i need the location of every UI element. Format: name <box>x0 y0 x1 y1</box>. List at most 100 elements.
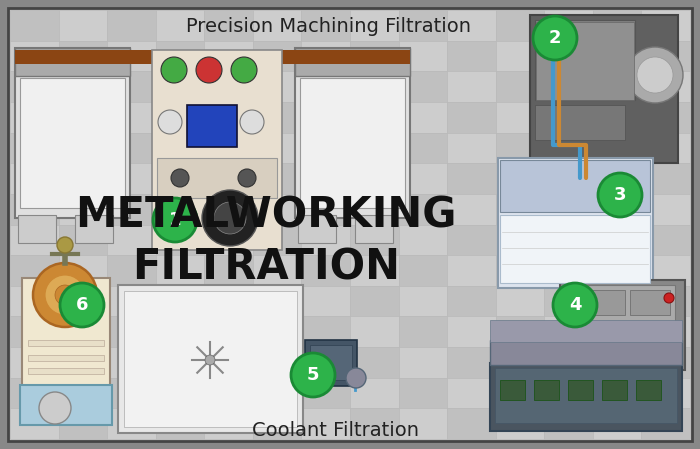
Bar <box>350 194 398 224</box>
Bar <box>593 255 641 286</box>
Text: METALWORKING: METALWORKING <box>76 194 456 236</box>
Bar <box>560 280 685 370</box>
Circle shape <box>533 16 577 60</box>
Bar <box>535 20 635 100</box>
Bar <box>447 102 496 132</box>
Circle shape <box>202 190 258 246</box>
Bar <box>447 224 496 255</box>
Bar <box>155 10 204 41</box>
Bar <box>593 41 641 71</box>
Circle shape <box>39 392 71 424</box>
Bar <box>59 286 107 317</box>
Bar <box>253 194 302 224</box>
Bar <box>545 224 593 255</box>
Bar <box>107 41 155 71</box>
Bar <box>447 347 496 378</box>
Bar <box>18 215 56 243</box>
Bar <box>253 163 302 194</box>
Bar <box>302 347 350 378</box>
Bar <box>565 285 675 345</box>
Bar <box>152 50 282 250</box>
Bar <box>496 255 545 286</box>
Bar <box>350 347 398 378</box>
Bar <box>398 132 447 163</box>
Bar <box>641 286 690 317</box>
Bar <box>593 408 641 439</box>
Bar <box>350 163 398 194</box>
Bar <box>75 215 113 243</box>
Bar <box>298 215 336 243</box>
Bar <box>593 224 641 255</box>
Bar <box>253 224 302 255</box>
Bar <box>545 378 593 408</box>
Bar <box>253 41 302 71</box>
Bar <box>59 378 107 408</box>
Bar <box>447 163 496 194</box>
Bar <box>535 105 625 140</box>
Bar <box>302 286 350 317</box>
Circle shape <box>598 173 642 217</box>
Text: 4: 4 <box>568 296 581 314</box>
Bar <box>536 22 634 100</box>
Bar <box>107 71 155 102</box>
Bar <box>155 286 204 317</box>
Bar <box>253 102 302 132</box>
Bar <box>155 194 204 224</box>
Bar <box>530 15 678 163</box>
Bar <box>204 408 253 439</box>
Bar <box>10 163 59 194</box>
Bar <box>593 71 641 102</box>
Circle shape <box>55 285 75 305</box>
Bar <box>59 317 107 347</box>
Bar <box>204 317 253 347</box>
Bar <box>10 378 59 408</box>
Bar <box>28 340 104 346</box>
Bar <box>593 102 641 132</box>
Bar <box>447 10 496 41</box>
Circle shape <box>346 368 366 388</box>
Bar <box>107 378 155 408</box>
Bar <box>295 48 410 76</box>
Bar <box>10 255 59 286</box>
Bar <box>59 163 107 194</box>
Bar <box>10 71 59 102</box>
Bar <box>496 132 545 163</box>
Bar <box>490 363 682 431</box>
Bar <box>447 41 496 71</box>
Bar <box>593 132 641 163</box>
Bar <box>204 10 253 41</box>
Text: 3: 3 <box>614 186 626 204</box>
Bar <box>59 408 107 439</box>
Bar <box>398 10 447 41</box>
Bar <box>350 317 398 347</box>
Bar <box>253 408 302 439</box>
Bar <box>545 317 593 347</box>
Circle shape <box>161 57 187 83</box>
Circle shape <box>196 57 222 83</box>
Bar <box>204 194 253 224</box>
Bar <box>10 317 59 347</box>
Bar <box>59 255 107 286</box>
Circle shape <box>57 237 73 253</box>
Bar <box>28 368 104 374</box>
Bar <box>155 41 204 71</box>
Bar <box>10 132 59 163</box>
Bar <box>447 317 496 347</box>
Bar <box>545 163 593 194</box>
Bar <box>641 194 690 224</box>
Bar <box>496 41 545 71</box>
Bar <box>350 102 398 132</box>
Bar <box>124 291 297 427</box>
Bar <box>10 194 59 224</box>
Bar <box>155 347 204 378</box>
Bar <box>593 194 641 224</box>
Bar <box>204 347 253 378</box>
Circle shape <box>553 283 597 327</box>
Bar <box>641 224 690 255</box>
Bar <box>641 317 690 347</box>
Bar <box>545 132 593 163</box>
Bar <box>253 317 302 347</box>
Bar <box>398 163 447 194</box>
Bar <box>350 286 398 317</box>
Bar <box>302 10 350 41</box>
